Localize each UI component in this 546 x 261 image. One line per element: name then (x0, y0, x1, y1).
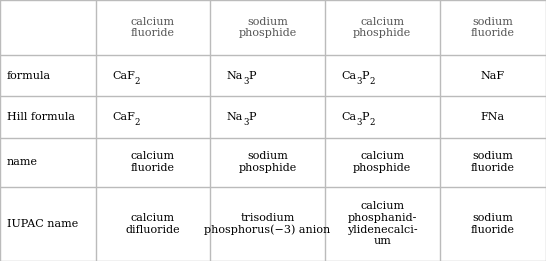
Text: calcium
fluoride: calcium fluoride (131, 17, 175, 38)
Text: P: P (362, 112, 369, 122)
Text: 3: 3 (357, 77, 362, 86)
Text: Na: Na (227, 112, 243, 122)
Text: 2: 2 (369, 118, 375, 127)
Text: sodium
fluoride: sodium fluoride (471, 151, 515, 173)
Text: trisodium
phosphorus(−3) anion: trisodium phosphorus(−3) anion (204, 213, 331, 235)
Text: sodium
phosphide: sodium phosphide (239, 151, 296, 173)
Text: calcium
phosphide: calcium phosphide (353, 17, 411, 38)
Text: formula: formula (7, 71, 51, 81)
Text: P: P (248, 71, 256, 81)
Text: 2: 2 (369, 77, 375, 86)
Text: 2: 2 (135, 118, 140, 127)
Text: CaF: CaF (112, 112, 135, 122)
Text: 3: 3 (243, 77, 248, 86)
Text: calcium
difluoride: calcium difluoride (126, 213, 180, 235)
Text: calcium
phosphide: calcium phosphide (353, 151, 411, 173)
Text: calcium
phosphanid-
ylidenecalci-
um: calcium phosphanid- ylidenecalci- um (347, 201, 418, 246)
Text: CaF: CaF (112, 71, 135, 81)
Text: 2: 2 (135, 77, 140, 86)
Text: P: P (248, 112, 256, 122)
Text: Hill formula: Hill formula (7, 112, 75, 122)
Text: NaF: NaF (480, 71, 505, 81)
Text: 3: 3 (243, 118, 248, 127)
Text: IUPAC name: IUPAC name (7, 219, 78, 229)
Text: Ca: Ca (341, 71, 357, 81)
Text: sodium
fluoride: sodium fluoride (471, 17, 515, 38)
Text: P: P (362, 71, 369, 81)
Text: FNa: FNa (480, 112, 505, 122)
Text: calcium
fluoride: calcium fluoride (131, 151, 175, 173)
Text: sodium
fluoride: sodium fluoride (471, 213, 515, 235)
Text: Na: Na (227, 71, 243, 81)
Text: name: name (7, 157, 38, 167)
Text: sodium
phosphide: sodium phosphide (239, 17, 296, 38)
Text: 3: 3 (357, 118, 362, 127)
Text: Ca: Ca (341, 112, 357, 122)
